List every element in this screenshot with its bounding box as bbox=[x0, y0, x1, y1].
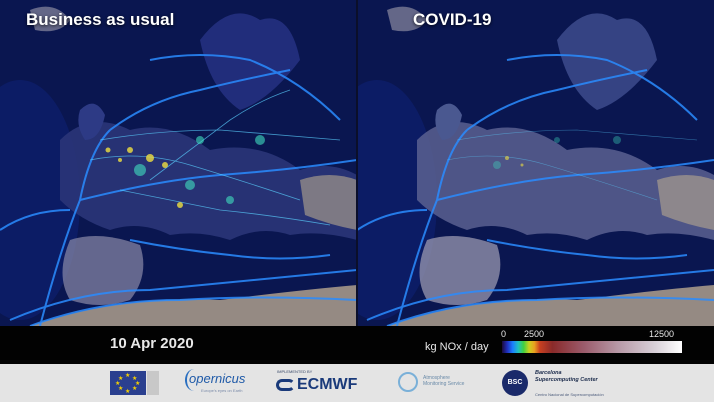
panel-divider bbox=[356, 0, 358, 326]
business-as-usual-map-graphic bbox=[0, 0, 357, 326]
colorbar-min-label: 0 bbox=[501, 329, 507, 339]
info-bar: 10 Apr 2020 kg NOx / day 0 2500 12500 bbox=[0, 326, 714, 364]
ecmwf-text: ECMWF bbox=[297, 376, 358, 393]
date-label: 10 Apr 2020 bbox=[110, 335, 194, 352]
copernicus-subtext: Europe's eyes on Earth bbox=[201, 388, 243, 393]
colorbar bbox=[502, 341, 682, 353]
colorbar-mid-label: 2500 bbox=[524, 329, 545, 339]
covid-19-map-graphic bbox=[357, 0, 714, 326]
covid-19-title: COVID-19 bbox=[413, 10, 492, 29]
bsc-mark-icon: BSC bbox=[502, 370, 528, 396]
copernicus-logo: opernicus Europe's eyes on Earth bbox=[185, 367, 255, 399]
ecmwf-implemented-by: IMPLEMENTED BY bbox=[277, 369, 313, 374]
ecmwf-mark-icon bbox=[276, 379, 295, 391]
cams-logo: Atmosphere Monitoring Service bbox=[398, 367, 478, 399]
copernicus-arc-icon bbox=[185, 369, 203, 391]
business-as-usual-title: Business as usual bbox=[26, 10, 175, 29]
bsc-subtext: Centro Nacional de Supercomputación bbox=[535, 392, 604, 397]
ecmwf-logo: IMPLEMENTED BY ECMWF bbox=[275, 367, 370, 399]
eu-caption-logo bbox=[147, 371, 159, 395]
emissions-map-comparison: Business as usual bbox=[0, 0, 714, 326]
colorbar-max-label: 12500 bbox=[649, 329, 675, 339]
unit-label: kg NOx / day bbox=[425, 341, 489, 353]
bsc-logo: BSC Barcelona Supercomputing Center Cent… bbox=[502, 367, 612, 399]
cams-mark-icon bbox=[398, 372, 418, 392]
bsc-text: Barcelona Supercomputing Center bbox=[535, 370, 598, 383]
cams-text: Atmosphere Monitoring Service bbox=[423, 375, 465, 387]
copernicus-text: opernicus bbox=[189, 371, 246, 386]
logo-bar: ★ ★ ★ ★ ★ ★ ★ ★ opernicus Europe's eyes … bbox=[0, 364, 714, 402]
business-as-usual-map: Business as usual bbox=[0, 0, 357, 326]
eu-flag-logo: ★ ★ ★ ★ ★ ★ ★ ★ bbox=[110, 371, 146, 395]
covid-19-map: COVID-19 bbox=[357, 0, 714, 326]
